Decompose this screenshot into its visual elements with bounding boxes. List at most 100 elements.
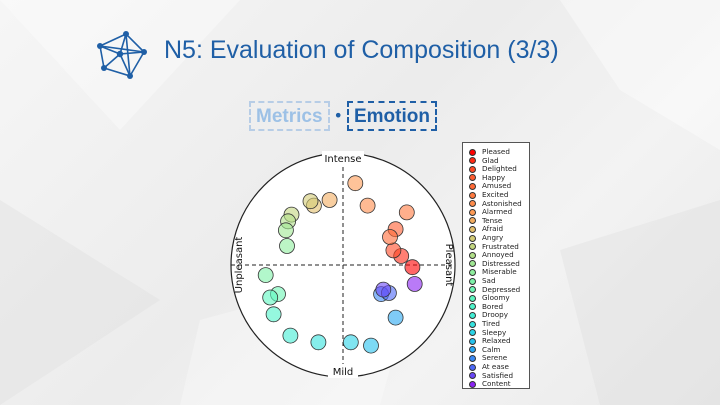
legend-item: Relaxed bbox=[469, 337, 511, 345]
legend-item: Delighted bbox=[469, 165, 517, 173]
slide-title: N5: Evaluation of Composition (3/3) bbox=[164, 36, 559, 64]
axis-label-left: Unpleasant bbox=[234, 237, 245, 294]
point-gloomy bbox=[262, 289, 279, 306]
legend-label: Alarmed bbox=[482, 207, 513, 217]
legend-swatch bbox=[469, 200, 476, 208]
legend-item: Distressed bbox=[469, 258, 520, 268]
point-tired bbox=[310, 334, 327, 351]
legend-swatch bbox=[469, 165, 476, 173]
axis-label-top: Intense bbox=[324, 154, 361, 165]
legend-label: Droopy bbox=[482, 310, 508, 320]
legend-label: Depressed bbox=[482, 284, 521, 294]
legend-swatch bbox=[469, 380, 476, 388]
legend-item: Sad bbox=[469, 277, 496, 285]
legend-label: Tense bbox=[482, 215, 503, 225]
legend-label: Gloomy bbox=[482, 293, 510, 303]
tab-metrics[interactable]: Metrics bbox=[249, 101, 330, 131]
legend-item: Sleepy bbox=[469, 327, 507, 337]
legend-item: Alarmed bbox=[469, 208, 512, 216]
axis-label-right: Pleasant bbox=[443, 244, 454, 287]
legend-swatch bbox=[469, 217, 476, 225]
legend-label: Sleepy bbox=[482, 327, 507, 337]
point-calm bbox=[387, 309, 404, 326]
legend-swatch bbox=[469, 234, 476, 242]
legend-label: Relaxed bbox=[482, 336, 511, 346]
point-amused bbox=[382, 229, 398, 245]
legend-item: Happy bbox=[469, 172, 506, 182]
legend-item: Pleased bbox=[469, 148, 510, 156]
legend-swatch bbox=[469, 157, 476, 165]
legend-item: Serene bbox=[469, 354, 507, 362]
point-astonished bbox=[359, 197, 376, 214]
legend-label: Pleased bbox=[482, 147, 510, 156]
point-relaxed bbox=[363, 337, 379, 354]
legend-swatch bbox=[469, 260, 476, 268]
legend-label: Serene bbox=[482, 353, 508, 363]
legend-label: Content bbox=[482, 379, 511, 389]
point-bored bbox=[265, 306, 282, 323]
legend-swatch bbox=[469, 329, 476, 337]
legend-item: Excited bbox=[469, 191, 508, 199]
legend-swatch bbox=[469, 294, 476, 302]
legend-item: Tense bbox=[469, 215, 503, 225]
legend-label: Annoyed bbox=[482, 250, 514, 260]
legend-swatch bbox=[469, 372, 476, 380]
legend-label: At ease bbox=[482, 362, 509, 371]
legend-swatch bbox=[469, 182, 476, 190]
legend-swatch bbox=[469, 174, 476, 182]
legend-label: Glad bbox=[482, 155, 499, 165]
legend-label: Calm bbox=[482, 344, 501, 354]
legend-label: Distressed bbox=[482, 258, 520, 268]
legend-item: Tired bbox=[469, 320, 500, 328]
legend-item: Calm bbox=[469, 344, 501, 354]
legend-label: Excited bbox=[482, 190, 509, 199]
point-delighted bbox=[385, 242, 402, 259]
tab-separator: • bbox=[333, 106, 343, 125]
legend-item: Frustrated bbox=[469, 241, 519, 251]
legend-swatch bbox=[469, 363, 476, 371]
network-graph-icon bbox=[97, 31, 147, 79]
point-excited bbox=[398, 204, 415, 221]
legend-item: Annoyed bbox=[469, 251, 514, 259]
legend-label: Happy bbox=[482, 172, 506, 182]
legend-item: Content bbox=[469, 380, 511, 388]
legend-label: Miserable bbox=[482, 267, 517, 277]
tab-emotion[interactable]: Emotion bbox=[346, 101, 437, 131]
point-miserable bbox=[279, 238, 295, 254]
legend-swatch bbox=[469, 311, 476, 319]
legend-swatch bbox=[469, 320, 476, 328]
legend-label: Tired bbox=[482, 319, 500, 328]
point-sad bbox=[257, 267, 274, 284]
legend-swatch bbox=[469, 354, 476, 362]
legend-label: Amused bbox=[482, 181, 512, 191]
point-alarmed bbox=[347, 175, 364, 192]
legend-item: Amused bbox=[469, 182, 511, 190]
legend-item: Glad bbox=[469, 155, 499, 165]
legend-item: Bored bbox=[469, 302, 503, 311]
point-distressed bbox=[277, 222, 294, 239]
legend-label: Angry bbox=[482, 233, 504, 242]
legend-swatch bbox=[469, 286, 476, 294]
view-tabs: Metrics • Emotion bbox=[249, 99, 437, 133]
legend-swatch bbox=[469, 277, 476, 285]
point-tense bbox=[321, 192, 338, 208]
legend-label: Frustrated bbox=[482, 241, 519, 251]
legend-swatch bbox=[469, 303, 476, 311]
legend-swatch bbox=[469, 148, 476, 156]
legend-swatch bbox=[469, 346, 476, 354]
legend-label: Delighted bbox=[482, 164, 517, 174]
legend-swatch bbox=[469, 251, 476, 259]
legend-item: Depressed bbox=[469, 284, 521, 294]
legend-swatch bbox=[469, 268, 476, 276]
legend-item: Astonished bbox=[469, 198, 522, 208]
legend-item: Afraid bbox=[469, 225, 503, 233]
point-satisfied bbox=[375, 281, 392, 298]
legend-label: Astonished bbox=[482, 198, 522, 208]
legend-swatch bbox=[469, 191, 476, 199]
legend-swatch bbox=[469, 243, 476, 251]
legend-label: Afraid bbox=[482, 224, 504, 234]
legend-swatch bbox=[469, 208, 476, 216]
legend-item: At ease bbox=[469, 363, 509, 371]
chart-legend: Pleased Glad Delighted Happy Amused Excited As… bbox=[462, 142, 530, 389]
